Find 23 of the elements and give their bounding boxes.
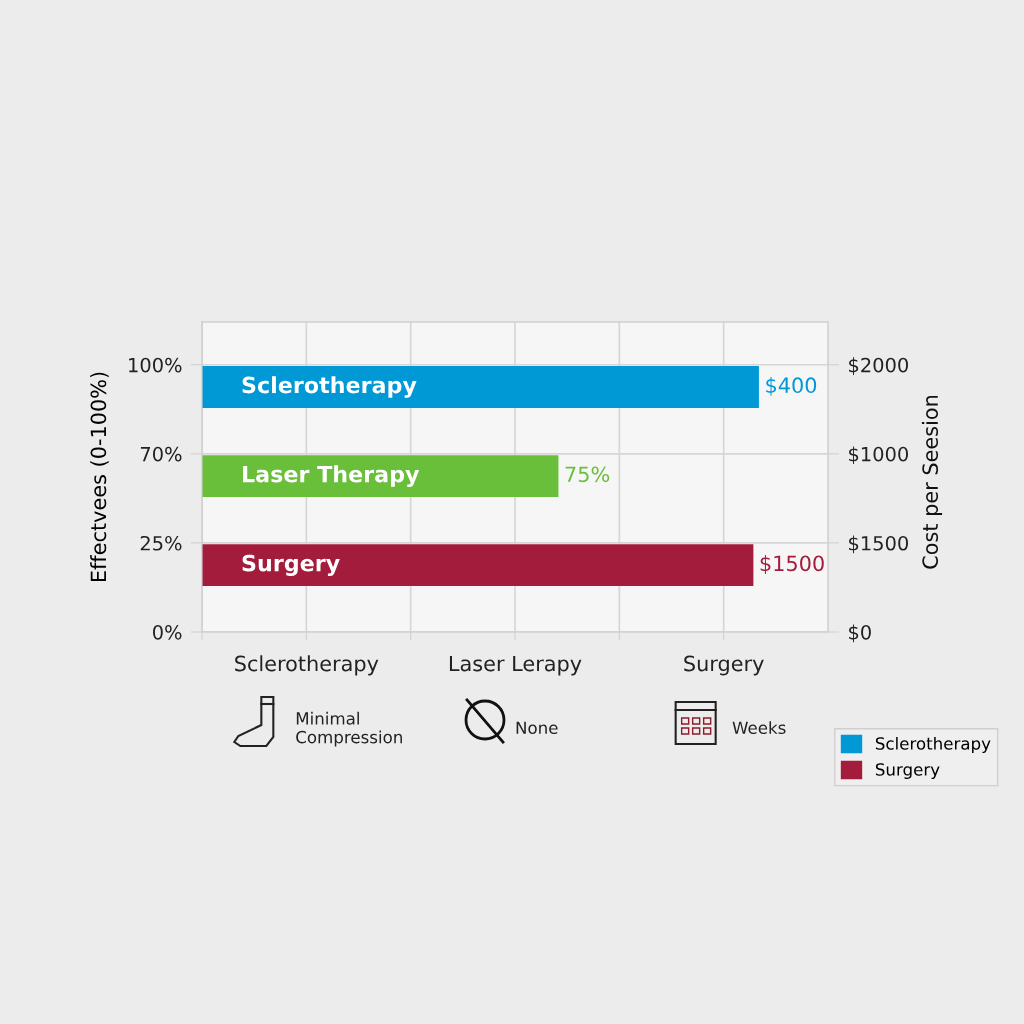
text: 100% [129,357,182,373]
text: Laser Lerapy [449,655,582,676]
text: $1500 [849,535,909,554]
text: $2000 [849,357,909,375]
annotation: 75% [565,466,610,483]
text: Surgery [684,655,764,676]
y-tick-label: Surgery [242,554,340,576]
legend-label: Surgery [875,763,940,779]
y-tick-label: Sclerotherapy [242,376,417,398]
text: Cost per Seesion [921,395,943,569]
text: $400 [766,376,817,396]
text: $1000 [849,446,909,465]
text: 25% [140,535,182,551]
y-axis-title: Effectvees (0-100%) [90,372,109,582]
text: $1500 [760,555,824,574]
text: Minimal Compression [296,711,402,747]
text: 70% [140,446,182,462]
text: None [516,721,558,735]
legend-label: Sclerotherapy [875,736,991,754]
text: $0 [849,624,871,643]
text: 0% [152,624,182,640]
text: Weeks [732,721,786,735]
y-tick-label: Laser Therapy [243,465,420,487]
